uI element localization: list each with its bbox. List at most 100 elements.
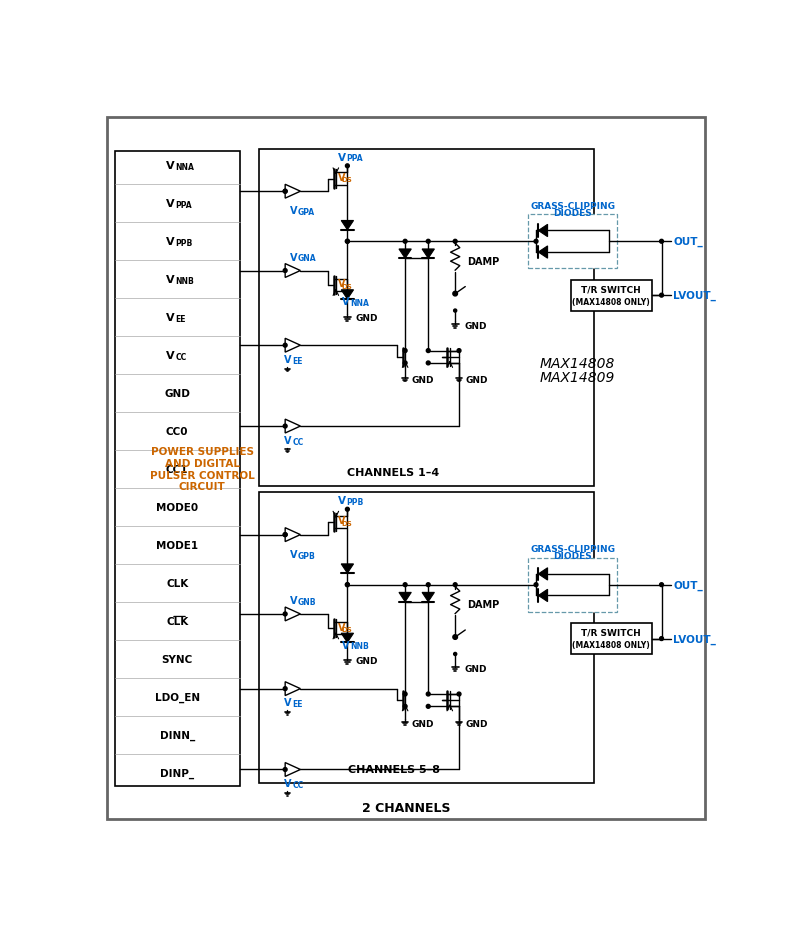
Circle shape	[453, 635, 458, 640]
Text: MAX14809: MAX14809	[540, 371, 615, 385]
Text: V: V	[338, 279, 345, 289]
Circle shape	[403, 692, 407, 696]
Text: NNB: NNB	[351, 641, 369, 651]
Text: V: V	[166, 274, 174, 285]
Text: DIODES: DIODES	[554, 209, 592, 217]
Text: DS: DS	[341, 177, 352, 183]
Text: GND: GND	[164, 388, 190, 399]
Text: GND: GND	[355, 313, 378, 323]
Text: GPB: GPB	[298, 551, 316, 560]
Circle shape	[426, 240, 430, 244]
Circle shape	[284, 533, 287, 537]
Bar	[440, 226, 501, 325]
Text: SYNC: SYNC	[162, 654, 192, 664]
Text: GND: GND	[411, 376, 434, 385]
Text: GRASS-CLIPPING: GRASS-CLIPPING	[530, 544, 615, 553]
Text: GPA: GPA	[298, 208, 315, 217]
Circle shape	[457, 692, 461, 696]
Bar	[571, 281, 652, 311]
Circle shape	[284, 190, 287, 194]
Text: DAMP: DAMP	[466, 256, 499, 266]
Text: V: V	[284, 436, 292, 446]
Circle shape	[284, 768, 287, 771]
Circle shape	[454, 310, 457, 312]
Text: CC: CC	[176, 352, 187, 362]
Circle shape	[403, 705, 407, 708]
Text: EE: EE	[293, 699, 303, 708]
Text: V: V	[290, 252, 297, 262]
Text: LDO_EN: LDO_EN	[154, 692, 200, 702]
Text: CC0: CC0	[166, 426, 188, 437]
Text: T/R SWITCH: T/R SWITCH	[581, 629, 641, 637]
Bar	[528, 558, 617, 612]
Polygon shape	[285, 264, 300, 278]
Polygon shape	[539, 568, 547, 580]
Circle shape	[403, 583, 407, 587]
Polygon shape	[285, 763, 300, 777]
Polygon shape	[539, 225, 547, 237]
Text: CC1: CC1	[166, 464, 188, 475]
Text: V: V	[166, 198, 174, 209]
Text: PPB: PPB	[347, 497, 364, 506]
Text: OUT_: OUT_	[673, 580, 703, 590]
Polygon shape	[285, 528, 300, 542]
Circle shape	[426, 705, 430, 708]
Circle shape	[284, 613, 287, 616]
Bar	[259, 493, 594, 782]
Circle shape	[345, 165, 349, 169]
Polygon shape	[399, 249, 411, 259]
Polygon shape	[285, 607, 300, 621]
Circle shape	[426, 349, 430, 353]
Circle shape	[284, 270, 287, 273]
Circle shape	[660, 240, 664, 244]
Text: (MAX14808 ONLY): (MAX14808 ONLY)	[573, 298, 650, 307]
Circle shape	[345, 583, 349, 587]
Polygon shape	[539, 247, 547, 259]
Circle shape	[534, 240, 538, 244]
Bar	[440, 570, 501, 669]
Polygon shape	[341, 565, 353, 574]
Text: NNA: NNA	[176, 162, 195, 171]
Text: V: V	[166, 236, 174, 247]
Text: PPB: PPB	[176, 238, 193, 248]
Text: GND: GND	[464, 322, 487, 330]
Text: T/R SWITCH: T/R SWITCH	[581, 286, 641, 294]
Circle shape	[453, 583, 457, 587]
Polygon shape	[285, 420, 300, 434]
Polygon shape	[399, 592, 411, 602]
Text: LVOUT_: LVOUT_	[673, 634, 716, 644]
Circle shape	[284, 425, 287, 428]
Text: GND: GND	[465, 719, 488, 728]
Text: DS: DS	[341, 520, 352, 527]
Polygon shape	[285, 339, 300, 353]
Text: EE: EE	[176, 314, 186, 324]
Text: CHANNELS 1–4: CHANNELS 1–4	[348, 468, 440, 477]
Circle shape	[284, 687, 287, 691]
Bar	[528, 215, 617, 269]
Text: POWER SUPPLIES
AND DIGITAL
PULSER CONTROL
CIRCUIT: POWER SUPPLIES AND DIGITAL PULSER CONTRO…	[150, 447, 254, 491]
Circle shape	[426, 583, 430, 587]
Circle shape	[403, 240, 407, 244]
Text: NNB: NNB	[176, 276, 194, 286]
Text: OUT_: OUT_	[673, 237, 703, 248]
Circle shape	[453, 292, 458, 297]
Text: V: V	[338, 515, 345, 526]
Circle shape	[284, 344, 287, 348]
Circle shape	[345, 240, 349, 244]
Polygon shape	[341, 633, 353, 642]
Text: DS: DS	[341, 284, 352, 289]
Text: DINP_: DINP_	[160, 768, 194, 778]
Circle shape	[345, 240, 349, 244]
Text: MAX14808: MAX14808	[540, 357, 615, 371]
Circle shape	[345, 583, 349, 587]
Circle shape	[426, 362, 430, 365]
Text: DS: DS	[341, 627, 352, 632]
Text: CC: CC	[293, 438, 304, 446]
Polygon shape	[422, 249, 434, 259]
Text: MODE0: MODE0	[156, 502, 198, 513]
Text: GRASS-CLIPPING: GRASS-CLIPPING	[530, 201, 615, 210]
Circle shape	[403, 362, 407, 365]
Text: GND: GND	[355, 656, 378, 666]
Text: GND: GND	[464, 665, 487, 673]
Text: GNA: GNA	[298, 254, 317, 263]
